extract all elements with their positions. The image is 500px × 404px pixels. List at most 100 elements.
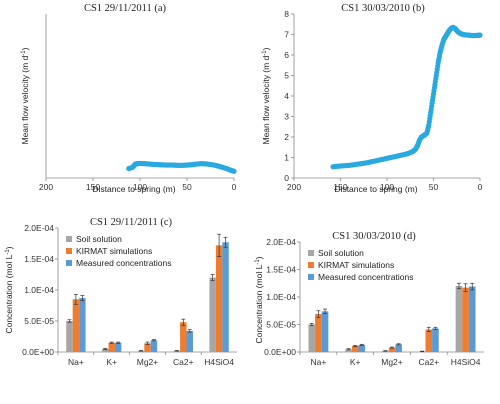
- panel-1-xtick-label: 200: [287, 182, 301, 192]
- panel-3-bar: [432, 328, 439, 352]
- panel-2-category-label: Mg2+: [137, 357, 159, 367]
- panel-1-ylabel-end: ): [261, 47, 271, 50]
- panel-3-bar: [388, 347, 396, 352]
- panel-3-ytick-label: 2.0E-04: [266, 237, 296, 247]
- panel-1-ylabel-main: Mean flow velocity (m d: [261, 55, 271, 144]
- panel-3-ylabel-main: Concentration (mol L: [254, 264, 264, 343]
- panel-2-category-label: Na+: [68, 357, 84, 367]
- panel-0-ylabel-main: Mean flow velocity (m d: [20, 55, 30, 144]
- panel-1-xtick-label: 0: [478, 182, 483, 192]
- panel-2-bar: [144, 343, 151, 352]
- panel-0-scatter: CS1 29/11/2011 (a) 200 150 100 50 0 Distance t…: [39, 3, 237, 194]
- panel-3-bar: [315, 314, 322, 352]
- panel-0-xlabel: Distance to spring (m): [92, 184, 175, 194]
- panel-2-ytick-label: 0.0E+00: [22, 347, 54, 357]
- panel-2-category-label: Ca2+: [173, 357, 194, 367]
- panel-3-bar: [468, 286, 476, 352]
- panel-2-legend-swatch: [66, 260, 72, 266]
- panel-2-ytick-label: 1.0E-04: [24, 285, 54, 295]
- panel-2-legend-swatch: [66, 248, 72, 254]
- panel-1-xlabel: Distance to spring (m): [334, 184, 417, 194]
- panel-1-xtick-label: 50: [429, 182, 439, 192]
- panel-3-bar: [425, 329, 433, 352]
- panel-3-bar: [308, 324, 316, 352]
- panel-3-ytick-label: 0.0E+00: [264, 347, 296, 357]
- panel-1-xtick-label: 150: [333, 182, 347, 192]
- panel-0-data-point: [231, 168, 237, 174]
- panel-1-ytick-label: 3: [284, 112, 289, 122]
- panel-2-bar: [150, 340, 158, 352]
- panel-1-scatter: CS1 30/03/2010 (b) 200 150 100 50 0 0 1 2 3 4 5 6 7 8 D…: [284, 3, 482, 194]
- panel-0-xtick-label: 50: [182, 182, 192, 192]
- panel-2-ytick-label: 1.5E-04: [24, 254, 54, 264]
- panel-2-title: CS1 29/11/2011 (c): [90, 217, 173, 228]
- panel-3-bar: [395, 344, 402, 352]
- panel-1-xtick-label: 100: [380, 182, 394, 192]
- panel-2-bar: [215, 245, 223, 352]
- panel-0-xtick-label: 0: [232, 182, 237, 192]
- panel-2-category-label: H4SiO4: [204, 357, 234, 367]
- panel-3-legend-swatch: [308, 250, 314, 256]
- panel-1-ytick-label: 5: [284, 71, 289, 81]
- panel-1-title: CS1 30/03/2010 (b): [341, 3, 425, 14]
- panel-2-category-label: K+: [106, 357, 117, 367]
- panel-2-ytick-label: 2.0E-04: [24, 223, 54, 233]
- panel-1-ytick-label: 8: [284, 9, 289, 19]
- panel-3-legend-label: Measured concentrations: [318, 272, 413, 282]
- panel-2-bar: [180, 322, 187, 352]
- panel-3-ylabel: Concentration (mol L-1): [254, 256, 264, 343]
- panel-2-ylabel-main: Concentration (mol L: [4, 254, 14, 333]
- panel-0-xtick-label: 100: [133, 182, 147, 192]
- panel-0-ylabel: Mean flow velocity (m d-1): [20, 47, 30, 144]
- panel-2-ylabel-sup: -1: [5, 249, 11, 255]
- panel-1-ytick-label: 0: [284, 173, 289, 183]
- panel-0-xtick-label: 200: [39, 182, 53, 192]
- panel-2-bar: [114, 342, 122, 352]
- panel-3-legend-label: Soil solution: [318, 248, 364, 258]
- panel-2-legend-swatch: [66, 236, 72, 242]
- panel-3-bar: [462, 287, 469, 352]
- panel-3-category-label: K+: [350, 357, 361, 367]
- panel-2-bars: CS1 29/11/2011 (c) 0.0E+00 5.0E-05 1.0E-04 1…: [22, 217, 237, 367]
- panel-2-legend-label: KIRMAT simulations: [76, 246, 152, 256]
- panel-3-ylabel-end: ): [254, 256, 264, 259]
- panel-2-bar: [102, 348, 109, 352]
- panel-2-bar: [72, 299, 80, 352]
- panel-1-ylabel-sup: -1: [262, 50, 268, 56]
- panel-1-ytick-label: 1: [284, 153, 289, 163]
- panel-2-bar: [209, 277, 216, 352]
- panel-2-bar: [222, 242, 229, 352]
- panel-1-ytick-label: 4: [284, 91, 289, 101]
- panel-3-category-label: Na+: [310, 357, 326, 367]
- panel-3-category-label: H4SiO4: [451, 357, 481, 367]
- panel-2-bar: [66, 321, 73, 352]
- panel-2-bar: [108, 342, 115, 352]
- panel-3-bars: CS1 30/03/2010 (d) 0.0E+00 5.0E-05 1.0E-04 1…: [264, 231, 484, 367]
- panel-1-ytick-label: 7: [284, 30, 289, 40]
- panel-2-legend-label: Soil solution: [76, 234, 122, 244]
- panel-0-ylabel-sup: -1: [21, 50, 27, 56]
- panel-3-ytick-label: 5.0E-05: [266, 320, 296, 330]
- panel-0-title: CS1 29/11/2011 (a): [84, 3, 167, 14]
- panel-2-bar: [79, 298, 86, 352]
- panel-2-ytick-label: 5.0E-05: [24, 316, 54, 326]
- panel-3-bar: [455, 286, 463, 352]
- panel-3-legend-swatch: [308, 274, 314, 280]
- panel-3-title: CS1 30/03/2010 (d): [332, 231, 416, 242]
- panel-3-legend-swatch: [308, 262, 314, 268]
- panel-0-ylabel-end: ): [20, 47, 30, 50]
- panel-3-legend-label: KIRMAT simulations: [318, 260, 394, 270]
- panel-3-category-label: Mg2+: [381, 357, 403, 367]
- panel-2-bar: [186, 330, 193, 352]
- panel-3-ylabel-sup: -1: [255, 259, 261, 265]
- panel-1-ylabel: Mean flow velocity (m d-1): [261, 47, 271, 144]
- panel-3-bar: [345, 349, 352, 352]
- panel-3-ytick-label: 1.0E-04: [266, 292, 296, 302]
- panel-3-ytick-label: 1.5E-04: [266, 265, 296, 275]
- panel-3-bar: [351, 345, 359, 352]
- panel-2-ylabel: Concentration (mol L-1): [4, 246, 14, 333]
- panel-1-ytick-label: 6: [284, 50, 289, 60]
- panel-0-xtick-label: 150: [86, 182, 100, 192]
- panel-3-category-label: Ca2+: [419, 357, 440, 367]
